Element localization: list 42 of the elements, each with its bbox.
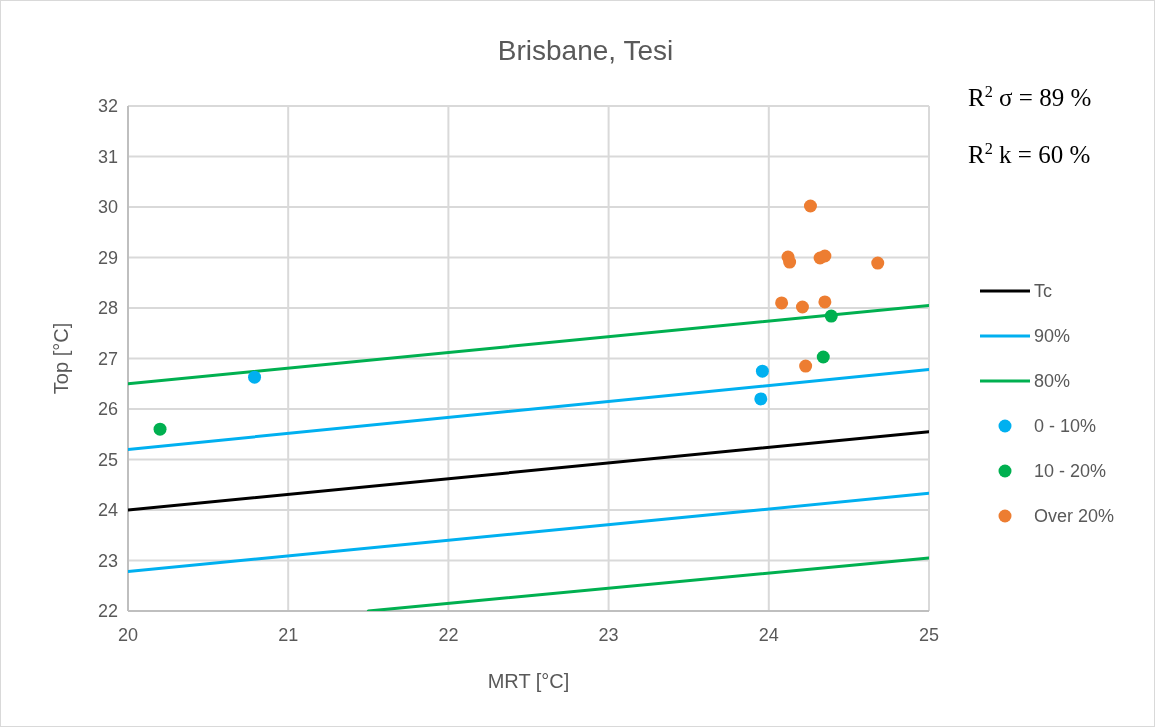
x-tick-label: 23 [598,625,619,645]
point [754,392,768,406]
legend-label: 90% [1034,326,1071,347]
x-tick-label: 25 [918,625,940,645]
x-tick-label: 22 [438,625,459,645]
text: R$^{2}$ k = 60 % [968,140,1091,168]
point [795,300,809,314]
point [248,370,262,384]
y-tick-label: 26 [97,399,118,420]
y-tick-label: 25 [97,449,118,470]
point [803,199,817,213]
point [153,422,167,436]
legend-label: 0 - 10% [1034,416,1097,437]
y-tick-label: 29 [97,247,118,268]
point [818,249,832,263]
y-tick-label: 23 [97,550,118,571]
y-tick-label: 28 [97,298,118,319]
y-tick-label: 32 [97,96,118,117]
point [783,255,797,269]
legend-label: Over 20% [1034,506,1115,527]
point [824,309,838,323]
legend-label: 80% [1034,371,1071,392]
x-tick-label: 24 [758,625,779,645]
x-axis-title: MRT [°C] [487,670,570,692]
y-tick-label: 31 [97,146,118,167]
point [818,295,832,309]
legend-label: Tc [1034,281,1052,302]
y-tick-label: 30 [97,197,118,218]
point [799,359,813,373]
text: R$^{2}$ σ = 89 % [968,83,1092,111]
y-tick-label: 24 [97,500,118,521]
y-tick-label: 22 [97,601,118,622]
point [775,296,789,310]
x-tick-label: 20 [117,625,139,645]
y-tick-label: 27 [97,348,118,369]
point [816,350,830,364]
legend-label: 10 - 20% [1034,461,1107,482]
chart-title: Brisbane, Tesi [497,35,674,66]
y-axis-title: Top [°C] [50,322,72,395]
x-tick-label: 21 [278,625,299,645]
point [755,364,769,378]
point [871,256,885,270]
